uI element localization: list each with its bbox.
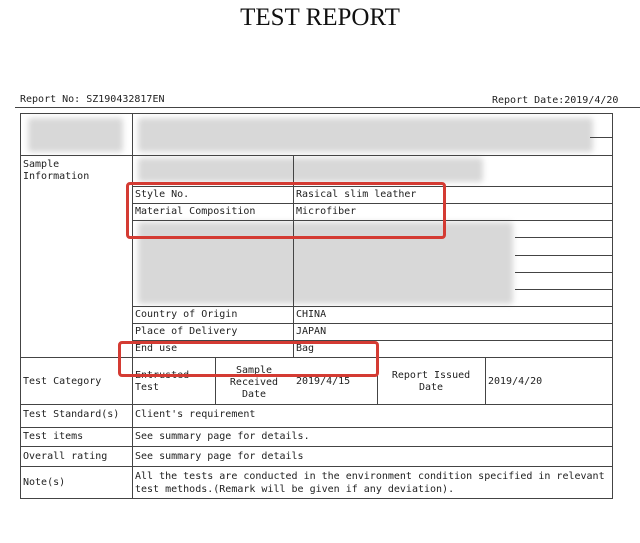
highlight-box-style-material bbox=[126, 182, 446, 239]
style-no-value: Rasical slim leather bbox=[296, 189, 417, 200]
table-border bbox=[20, 113, 21, 498]
table-border bbox=[20, 427, 613, 428]
table-border bbox=[485, 357, 486, 404]
table-border bbox=[20, 357, 613, 358]
received-date-label: Sample Received Date bbox=[229, 365, 279, 400]
material-label: Material Composition bbox=[135, 206, 256, 217]
table-border bbox=[215, 357, 216, 404]
table-border bbox=[612, 113, 613, 498]
test-items-value: See summary page for details. bbox=[135, 431, 310, 442]
table-border bbox=[132, 203, 613, 204]
issued-date-label: Report Issued Date bbox=[391, 370, 471, 393]
style-no-label: Style No. bbox=[135, 189, 190, 200]
test-items-label: Test items bbox=[23, 431, 84, 442]
redacted-text bbox=[28, 118, 123, 152]
redacted-text bbox=[138, 222, 513, 304]
redacted-text bbox=[138, 158, 483, 182]
table-border bbox=[20, 466, 613, 467]
report-date: Report Date:2019/4/20 bbox=[492, 95, 619, 106]
table-border bbox=[132, 186, 613, 187]
test-standard-value: Client's requirement bbox=[135, 409, 256, 420]
table-border bbox=[515, 237, 612, 238]
table-border bbox=[293, 155, 294, 357]
overall-rating-value: See summary page for details bbox=[135, 451, 304, 462]
table-border bbox=[20, 155, 613, 156]
received-date-value: 2019/4/15 bbox=[296, 376, 351, 387]
table-border bbox=[377, 357, 378, 404]
highlight-box-end-use bbox=[118, 341, 379, 377]
table-border bbox=[132, 113, 133, 498]
material-value: Microfiber bbox=[296, 206, 357, 217]
end-use-label: End use bbox=[135, 343, 178, 354]
table-border bbox=[132, 220, 613, 221]
table-border bbox=[515, 289, 612, 290]
delivery-label: Place of Delivery bbox=[135, 326, 238, 337]
issued-date-value: 2019/4/20 bbox=[488, 376, 543, 387]
table-border bbox=[132, 306, 613, 307]
redacted-text bbox=[138, 118, 593, 152]
table-border bbox=[515, 255, 612, 256]
table-border bbox=[132, 323, 613, 324]
table-border bbox=[20, 113, 613, 114]
table-border bbox=[20, 498, 613, 499]
report-number: Report No: SZ190432817EN bbox=[20, 94, 165, 105]
delivery-value: JAPAN bbox=[296, 326, 327, 337]
table-border bbox=[132, 340, 613, 341]
origin-label: Country of Origin bbox=[135, 309, 238, 320]
overall-rating-label: Overall rating bbox=[23, 451, 108, 462]
notes-value: All the tests are conducted in the envir… bbox=[135, 471, 605, 495]
sample-info-label: Sample Information bbox=[23, 159, 90, 182]
notes-label: Note(s) bbox=[23, 477, 66, 488]
test-category-label: Test Category bbox=[23, 376, 102, 387]
table-border bbox=[20, 404, 613, 405]
test-standard-label: Test Standard(s) bbox=[23, 409, 120, 420]
end-use-value: Bag bbox=[296, 343, 315, 354]
table-border bbox=[515, 272, 612, 273]
header-rule bbox=[15, 107, 640, 108]
origin-value: CHINA bbox=[296, 309, 327, 320]
table-border bbox=[20, 446, 613, 447]
page-title: TEST REPORT bbox=[240, 4, 400, 31]
table-border bbox=[590, 137, 612, 138]
